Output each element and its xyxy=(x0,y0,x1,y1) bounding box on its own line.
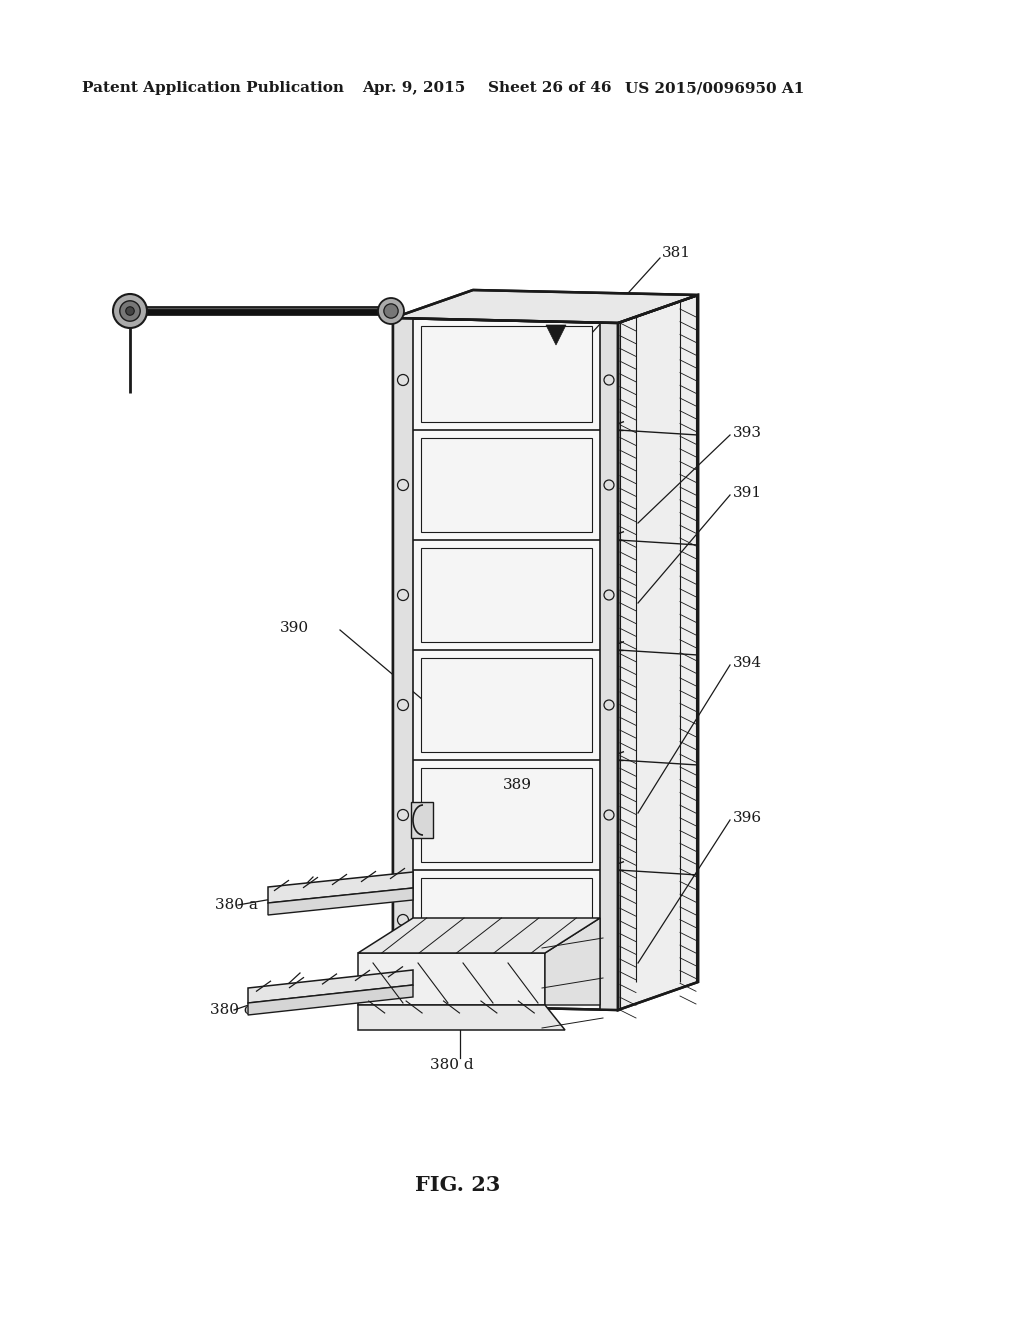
Polygon shape xyxy=(546,325,566,345)
Text: 393: 393 xyxy=(733,426,762,440)
Text: 381: 381 xyxy=(662,246,691,260)
Text: 380 c: 380 c xyxy=(210,1003,252,1016)
Polygon shape xyxy=(600,323,618,1010)
Text: 391: 391 xyxy=(733,486,762,500)
Polygon shape xyxy=(421,326,592,422)
Text: Patent Application Publication: Patent Application Publication xyxy=(82,81,344,95)
Text: 380 d: 380 d xyxy=(430,1059,474,1072)
Text: 380 b: 380 b xyxy=(445,958,488,972)
Polygon shape xyxy=(421,878,592,997)
Polygon shape xyxy=(421,768,592,862)
Text: 389: 389 xyxy=(503,777,532,792)
Polygon shape xyxy=(411,803,433,838)
Circle shape xyxy=(113,294,147,327)
Polygon shape xyxy=(268,873,413,903)
Text: 396: 396 xyxy=(733,810,762,825)
Circle shape xyxy=(126,306,134,315)
Circle shape xyxy=(384,304,398,318)
Circle shape xyxy=(120,301,140,321)
Text: FIG. 23: FIG. 23 xyxy=(415,1175,501,1195)
Circle shape xyxy=(378,298,404,323)
Polygon shape xyxy=(268,888,413,915)
Text: US 2015/0096950 A1: US 2015/0096950 A1 xyxy=(625,81,805,95)
Polygon shape xyxy=(421,657,592,752)
Polygon shape xyxy=(618,294,698,1010)
Polygon shape xyxy=(248,970,413,1003)
Polygon shape xyxy=(248,985,413,1015)
Text: Apr. 9, 2015: Apr. 9, 2015 xyxy=(362,81,465,95)
Polygon shape xyxy=(421,548,592,642)
Polygon shape xyxy=(545,917,600,1005)
Polygon shape xyxy=(358,1005,565,1030)
Text: 394: 394 xyxy=(733,656,762,671)
Polygon shape xyxy=(393,290,698,323)
Text: 390: 390 xyxy=(280,620,309,635)
Text: Sheet 26 of 46: Sheet 26 of 46 xyxy=(488,81,611,95)
Polygon shape xyxy=(358,917,600,953)
Text: 380 a: 380 a xyxy=(215,898,258,912)
Polygon shape xyxy=(393,318,618,1010)
Polygon shape xyxy=(393,318,413,1005)
Polygon shape xyxy=(358,953,545,1005)
Polygon shape xyxy=(421,438,592,532)
